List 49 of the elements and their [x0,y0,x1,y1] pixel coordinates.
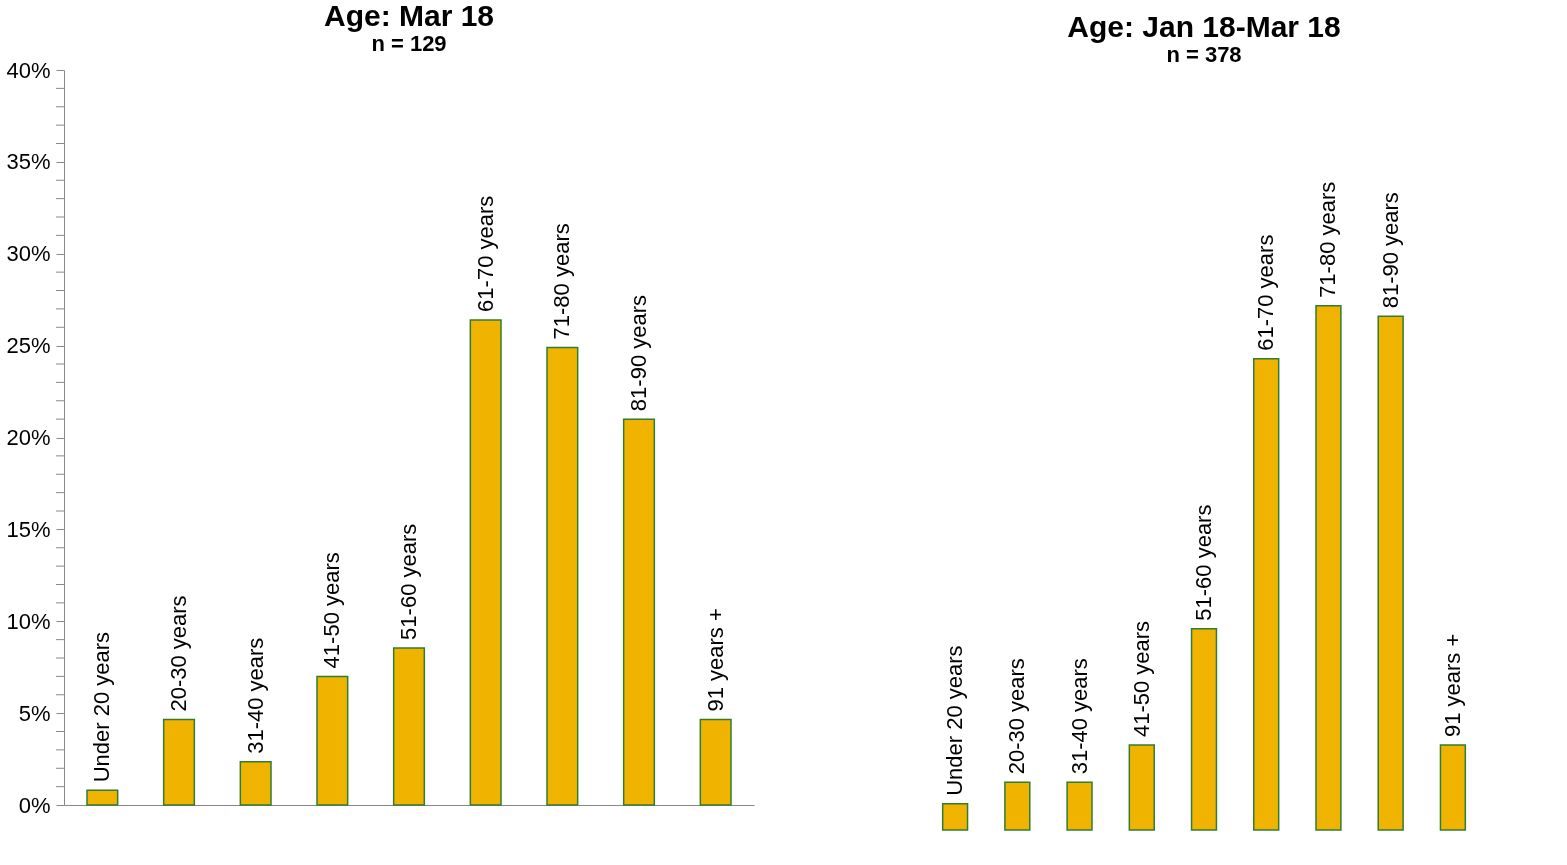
y-tick-label: 30% [6,241,51,267]
category-label: 81-90 years [626,294,651,412]
bar [1377,315,1404,831]
bar [941,803,969,831]
category-label: Under 20 years [89,631,115,783]
chart-title: Age: Mar 18 [323,0,495,32]
category-label: 91 years + [1439,633,1465,738]
chart-subtitle: n = 378 [1166,42,1242,67]
bar [86,789,119,806]
category-label: 20-30 years [1004,658,1030,775]
y-tick-label: 0% [18,792,51,818]
bar [162,718,196,806]
bar [1066,781,1093,831]
y-tick-label: 25% [6,333,51,359]
bar [316,675,349,806]
category-label: 31-40 years [242,637,268,754]
bar [622,418,656,806]
category-label: 51-60 years [396,523,421,640]
bar [1190,627,1218,831]
category-label: 41-50 years [319,552,345,669]
category-label: 71-80 years [549,223,575,340]
bar [546,346,579,806]
category-label: 31-40 years [1066,658,1092,775]
bar [1128,744,1155,831]
chart-subtitle: n = 129 [371,31,447,56]
y-tick-label: 5% [18,700,51,726]
category-label: 91 years + [702,608,728,712]
bar [1004,781,1031,831]
y-tick-label: 40% [6,57,51,83]
y-tick-label: 15% [6,516,51,542]
bar [699,718,732,806]
category-label: 41-50 years [1128,620,1154,738]
chart-title: Age: Jan 18-Mar 18 [1067,10,1341,43]
category-label: 61-70 years [472,195,498,312]
y-tick-label: 20% [6,425,51,450]
category-label: Under 20 years [942,645,968,796]
category-label: 81-90 years [1377,192,1403,309]
bar [1253,358,1280,831]
bar [469,319,502,806]
bar [392,647,426,806]
bar [1439,744,1467,831]
y-tick-label: 10% [6,608,51,634]
y-tick-label: 35% [6,149,51,175]
category-label: 71-80 years [1315,181,1341,298]
category-label: 51-60 years [1191,504,1216,621]
bar [1315,305,1342,831]
category-label: 61-70 years [1253,234,1279,351]
category-label: 20-30 years [166,595,191,712]
bar [239,761,272,806]
